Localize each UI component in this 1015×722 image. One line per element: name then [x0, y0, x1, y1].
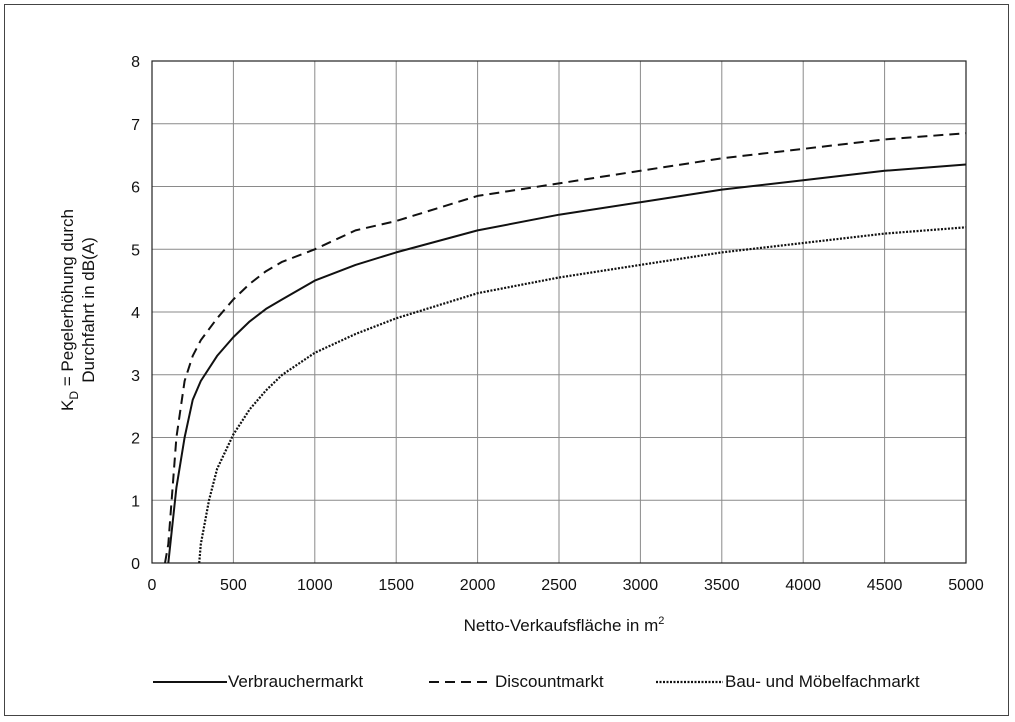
x-tick-label: 3000	[623, 577, 659, 594]
series-line-dotted	[198, 226, 967, 564]
ticks: 0 500 1000 1500 2000 2500 3000 3500 4000 4500 5000…	[131, 54, 984, 594]
x-tick-label: 3500	[704, 577, 740, 594]
y-tick-label: 6	[131, 180, 140, 197]
x-tick-label: 4500	[867, 577, 903, 594]
y-tick-label: 8	[131, 54, 140, 71]
plot-border	[151, 60, 967, 564]
series-layer	[164, 132, 967, 564]
legend-label: Verbrauchermarkt	[228, 672, 363, 691]
y-tick-label: 1	[131, 493, 140, 510]
series-line-solid	[167, 163, 967, 564]
y-axis-title: KD = Pegelerhöhung durch Durchfahrt in d…	[58, 209, 98, 411]
y-axis-title-line1: KD = Pegelerhöhung durch	[58, 209, 81, 411]
chart: 0 500 1000 1500 2000 2500 3000 3500 4000 4500 5000…	[58, 54, 984, 691]
x-tick-label: 1000	[297, 577, 333, 594]
x-tick-label: 4000	[785, 577, 821, 594]
y-tick-label: 4	[131, 305, 140, 322]
grid	[151, 60, 967, 564]
y-axis-title-line2: Durchfahrt in dB(A)	[79, 237, 98, 383]
y-tick-label: 7	[131, 117, 140, 134]
x-tick-label: 500	[220, 577, 247, 594]
x-tick-label: 2500	[541, 577, 577, 594]
x-axis-title-main: Netto-Verkaufsfläche in m	[464, 616, 659, 635]
y-axis-title-rest: = Pegelerhöhung durch	[58, 209, 77, 391]
x-tick-label: 5000	[948, 577, 984, 594]
y-tick-label: 0	[131, 556, 140, 573]
x-tick-label: 0	[148, 577, 157, 594]
y-tick-label: 3	[131, 368, 140, 385]
figure-frame: 0 500 1000 1500 2000 2500 3000 3500 4000 4500 5000…	[4, 4, 1009, 716]
y-axis-title-sub: D	[67, 391, 81, 400]
x-axis-title-sup: 2	[658, 615, 664, 627]
y-tick-label: 2	[131, 431, 140, 448]
legend: Verbrauchermarkt Discountmarkt Bau- und Mö…	[153, 672, 920, 691]
x-tick-label: 1500	[378, 577, 414, 594]
x-axis-title: Netto-Verkaufsfläche in m2	[464, 615, 665, 635]
legend-label: Discountmarkt	[495, 672, 604, 691]
y-axis-title-k: K	[58, 399, 77, 411]
x-tick-label: 2000	[460, 577, 496, 594]
y-tick-label: 5	[131, 242, 140, 259]
legend-label: Bau- und Möbelfachmarkt	[725, 672, 920, 691]
series-line-dashed	[164, 132, 967, 564]
